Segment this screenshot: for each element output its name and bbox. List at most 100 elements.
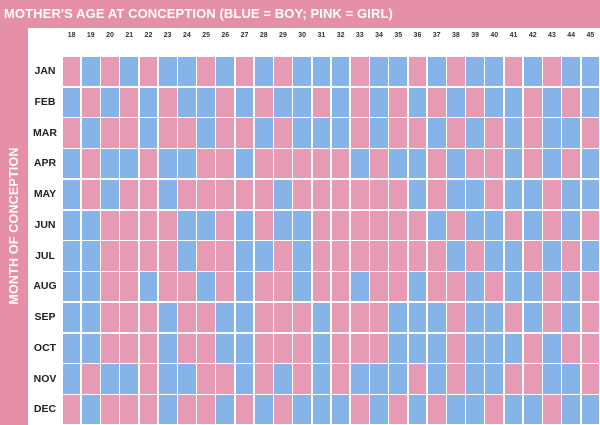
cell-aug-41 — [504, 272, 523, 302]
cell-oct-18 — [62, 333, 81, 363]
cell-jul-27 — [235, 241, 254, 271]
cell-dec-22 — [139, 395, 158, 425]
cell-oct-34 — [370, 333, 388, 363]
age-label-21: 21 — [125, 32, 134, 39]
month-label-jan: JAN — [34, 65, 56, 77]
cell-nov-25 — [197, 364, 215, 394]
cell-oct-40 — [485, 333, 504, 363]
cell-may-39 — [466, 179, 484, 209]
cell-dec-25 — [197, 395, 215, 425]
cell-jul-39 — [466, 241, 484, 271]
cell-nov-35 — [389, 364, 408, 394]
cell-nov-18 — [62, 364, 81, 394]
cell-aug-23 — [158, 272, 177, 302]
cell-feb-41 — [504, 87, 523, 117]
cell-nov-36 — [408, 364, 427, 394]
cell-jul-33 — [350, 241, 369, 271]
cell-apr-37 — [427, 149, 446, 179]
cell-jan-19 — [81, 56, 100, 86]
cell-feb-36 — [408, 87, 427, 117]
cell-may-40 — [485, 179, 504, 209]
cell-sep-31 — [312, 302, 331, 332]
cell-nov-30 — [293, 364, 312, 394]
cell-feb-31 — [312, 87, 331, 117]
cell-sep-26 — [216, 302, 235, 332]
cell-jun-39 — [466, 210, 484, 240]
cell-sep-21 — [120, 302, 139, 332]
cell-sep-30 — [293, 302, 312, 332]
cell-may-21 — [120, 179, 139, 209]
cell-jan-21 — [120, 56, 139, 86]
cell-feb-29 — [274, 87, 292, 117]
cell-aug-24 — [178, 272, 196, 302]
cell-mar-23 — [158, 118, 177, 148]
cell-jun-34 — [370, 210, 388, 240]
cell-feb-38 — [447, 87, 465, 117]
cell-mar-18 — [62, 118, 81, 148]
cell-jul-31 — [312, 241, 331, 271]
cell-feb-40 — [485, 87, 504, 117]
cell-may-24 — [178, 179, 196, 209]
cell-apr-19 — [81, 149, 100, 179]
age-label-43: 43 — [548, 32, 556, 39]
cell-mar-39 — [466, 118, 484, 148]
cell-nov-27 — [235, 364, 254, 394]
cell-may-19 — [81, 179, 100, 209]
cell-sep-22 — [139, 302, 158, 332]
cell-jan-18 — [62, 56, 81, 86]
age-label-37: 37 — [432, 32, 441, 39]
cell-jan-26 — [216, 56, 235, 86]
cell-jul-38 — [447, 241, 465, 271]
cell-nov-33 — [350, 364, 369, 394]
cell-jun-20 — [101, 210, 119, 240]
cell-jul-21 — [120, 241, 139, 271]
cell-mar-32 — [331, 118, 350, 148]
age-label-34: 34 — [375, 32, 383, 39]
cell-jun-26 — [216, 210, 235, 240]
age-label-41: 41 — [509, 32, 518, 39]
cell-oct-35 — [389, 333, 408, 363]
chart-title: MOTHER'S AGE AT CONCEPTION (BLUE = BOY; … — [4, 6, 393, 21]
cell-jun-28 — [254, 210, 273, 240]
cell-jan-39 — [466, 56, 484, 86]
cell-jul-24 — [178, 241, 196, 271]
cell-nov-21 — [120, 364, 139, 394]
cell-nov-34 — [370, 364, 388, 394]
age-label-27: 27 — [240, 32, 249, 39]
age-label-33: 33 — [355, 32, 364, 39]
cell-may-25 — [197, 179, 215, 209]
cell-sep-44 — [562, 302, 581, 332]
cell-aug-38 — [447, 272, 465, 302]
cell-aug-22 — [139, 272, 158, 302]
cell-may-45 — [581, 179, 600, 209]
cell-jun-43 — [543, 210, 561, 240]
cell-may-28 — [254, 179, 273, 209]
cell-apr-45 — [581, 149, 600, 179]
cell-sep-24 — [178, 302, 196, 332]
cell-jan-29 — [274, 56, 292, 86]
cell-sep-19 — [81, 302, 100, 332]
cell-nov-20 — [101, 364, 119, 394]
cell-aug-39 — [466, 272, 484, 302]
cell-oct-22 — [139, 333, 158, 363]
age-label-22: 22 — [144, 32, 153, 39]
cell-mar-25 — [197, 118, 215, 148]
cell-feb-24 — [178, 87, 196, 117]
cell-jul-40 — [485, 241, 504, 271]
cell-feb-39 — [466, 87, 484, 117]
cell-aug-45 — [581, 272, 600, 302]
cell-may-20 — [101, 179, 119, 209]
cell-nov-26 — [216, 364, 235, 394]
cell-dec-30 — [293, 395, 312, 425]
month-label-dec: DEC — [33, 403, 57, 416]
cell-apr-40 — [485, 149, 504, 179]
cell-apr-39 — [466, 149, 484, 179]
cell-aug-31 — [312, 272, 331, 302]
age-label-23: 23 — [163, 32, 172, 39]
cell-may-27 — [235, 179, 254, 209]
cell-aug-37 — [427, 272, 446, 302]
cell-aug-44 — [562, 272, 581, 302]
age-label-38: 38 — [451, 32, 460, 39]
cell-nov-44 — [562, 364, 581, 394]
cell-jan-20 — [101, 56, 119, 86]
